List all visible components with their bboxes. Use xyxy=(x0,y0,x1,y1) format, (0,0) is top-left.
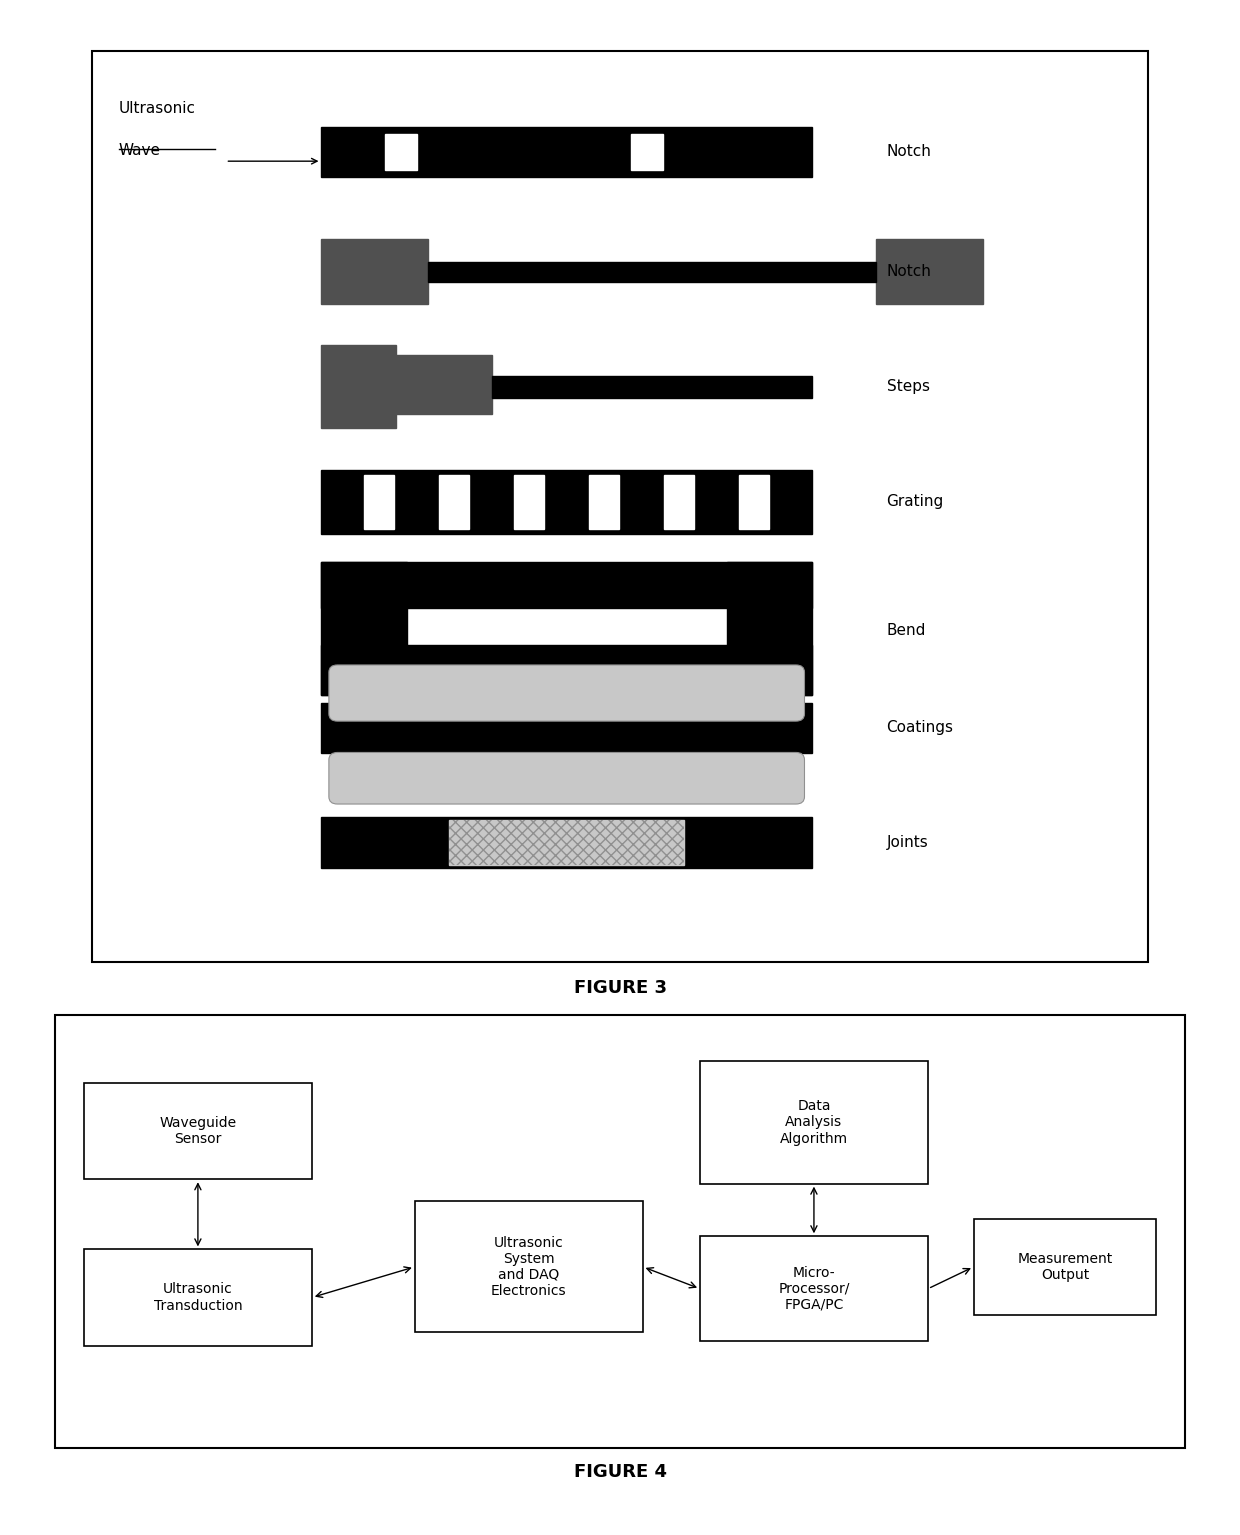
Text: Joints: Joints xyxy=(887,835,929,850)
FancyBboxPatch shape xyxy=(329,665,805,721)
Text: Data
Analysis
Algorithm: Data Analysis Algorithm xyxy=(780,1099,848,1145)
Bar xyxy=(321,127,812,177)
Text: Grating: Grating xyxy=(887,494,944,510)
Bar xyxy=(365,476,394,528)
Text: Ultrasonic
System
and DAQ
Electronics: Ultrasonic System and DAQ Electronics xyxy=(491,1236,567,1299)
Bar xyxy=(321,562,407,695)
Text: Ultrasonic: Ultrasonic xyxy=(119,101,196,117)
Bar xyxy=(631,134,662,170)
Bar xyxy=(321,703,812,754)
Bar xyxy=(589,476,619,528)
Bar xyxy=(414,1202,642,1332)
Bar xyxy=(875,239,982,304)
Text: Measurement
Output: Measurement Output xyxy=(1017,1251,1112,1282)
Bar xyxy=(321,817,812,867)
Text: Ultrasonic
Transduction: Ultrasonic Transduction xyxy=(154,1282,242,1312)
Text: Notch: Notch xyxy=(887,264,931,279)
Text: FIGURE 3: FIGURE 3 xyxy=(573,979,667,998)
Text: Steps: Steps xyxy=(887,379,930,394)
Bar xyxy=(84,1084,312,1179)
Bar xyxy=(449,820,684,866)
Bar xyxy=(973,1219,1156,1315)
Text: Waveguide
Sensor: Waveguide Sensor xyxy=(160,1116,237,1147)
Bar xyxy=(492,376,812,398)
Bar xyxy=(515,476,544,528)
Bar xyxy=(396,355,492,414)
Text: Bend: Bend xyxy=(887,623,926,639)
Bar xyxy=(321,470,812,534)
Bar xyxy=(321,562,812,608)
Text: Wave: Wave xyxy=(119,143,161,158)
Bar xyxy=(699,1061,928,1183)
Bar xyxy=(321,345,396,428)
Text: FIGURE 4: FIGURE 4 xyxy=(573,1463,667,1481)
Bar xyxy=(321,645,812,695)
Bar xyxy=(727,562,812,695)
FancyBboxPatch shape xyxy=(329,752,805,804)
Bar xyxy=(739,476,769,528)
Bar xyxy=(321,239,428,304)
Bar xyxy=(439,476,469,528)
Bar xyxy=(386,134,418,170)
Bar xyxy=(665,476,694,528)
Text: Notch: Notch xyxy=(887,144,931,160)
Text: Micro-
Processor/
FPGA/PC: Micro- Processor/ FPGA/PC xyxy=(779,1265,849,1312)
Bar xyxy=(449,820,684,866)
Bar xyxy=(428,261,875,282)
Bar xyxy=(84,1249,312,1346)
Text: Coatings: Coatings xyxy=(887,720,954,735)
Bar xyxy=(699,1236,928,1342)
